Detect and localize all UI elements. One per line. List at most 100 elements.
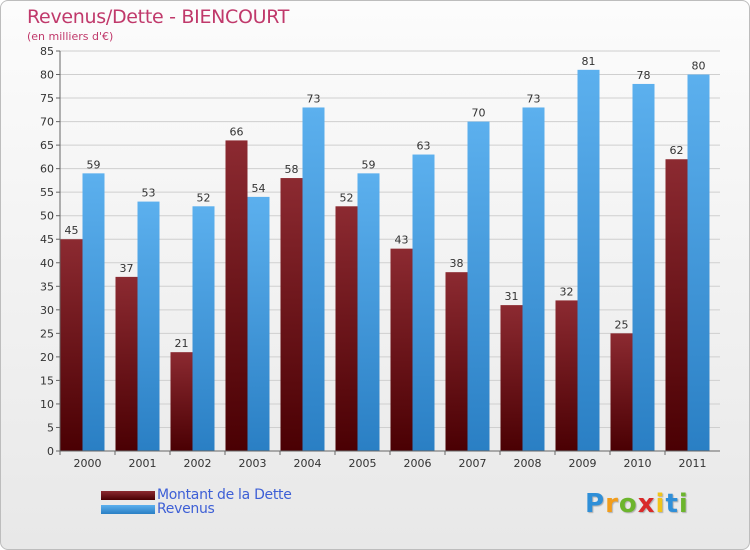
data-label: 21 xyxy=(175,337,189,350)
data-label: 52 xyxy=(340,191,354,204)
bar-dette xyxy=(445,272,468,451)
logo-letter: o xyxy=(618,489,638,519)
chart-subtitle: (en milliers d'€) xyxy=(27,30,114,43)
data-label: 73 xyxy=(527,92,541,105)
legend-swatch-dette xyxy=(101,490,155,500)
chart-title: Revenus/Dette - BIENCOURT xyxy=(27,6,290,28)
bar-revenus xyxy=(412,154,435,451)
logo-letter: i xyxy=(655,489,666,519)
y-tick-label: 40 xyxy=(40,257,54,270)
y-tick-label: 15 xyxy=(40,374,54,387)
x-tick-label: 2006 xyxy=(404,457,432,470)
data-label: 59 xyxy=(362,158,376,171)
data-label: 31 xyxy=(505,290,519,303)
grid-lines xyxy=(60,50,720,452)
y-tick-label: 75 xyxy=(40,92,54,105)
data-label: 73 xyxy=(307,92,321,105)
legend-item-dette: Montant de la Dette xyxy=(101,487,292,503)
data-labels: 45 59 37 53 21 52 66 54 58 73 52 59 43 63 38 70 31 73 32 81… xyxy=(65,55,706,350)
bar-revenus xyxy=(632,83,655,452)
data-label: 52 xyxy=(197,191,211,204)
x-tick-label: 2009 xyxy=(569,457,597,470)
data-label: 25 xyxy=(615,318,629,331)
y-tick-label: 20 xyxy=(40,351,54,364)
legend-label-dette: Montant de la Dette xyxy=(157,487,292,503)
y-tick-label: 50 xyxy=(40,210,54,223)
bar-revenus xyxy=(687,74,710,451)
data-label: 53 xyxy=(142,187,156,200)
bar-revenus xyxy=(82,173,105,451)
y-tick-label: 30 xyxy=(40,304,54,317)
bar-dette xyxy=(555,300,578,451)
x-tick-label: 2008 xyxy=(514,457,542,470)
x-tick-label: 2011 xyxy=(679,457,707,470)
bar-revenus xyxy=(522,107,545,452)
data-label: 38 xyxy=(450,257,464,270)
bar-revenus xyxy=(192,206,215,451)
bar-revenus xyxy=(302,107,325,452)
x-axis-ticks: 2000 2001 2002 2003 2004 2005 2006 2007 2008 2009… xyxy=(59,451,707,470)
x-tick-label: 2000 xyxy=(74,457,102,470)
data-label: 70 xyxy=(472,107,486,120)
x-tick-label: 2010 xyxy=(624,457,652,470)
bar-dette xyxy=(60,239,83,451)
data-label: 58 xyxy=(285,163,299,176)
data-label: 66 xyxy=(230,125,244,138)
y-tick-label: 5 xyxy=(47,421,54,434)
logo-letter: P xyxy=(585,489,606,519)
y-tick-label: 70 xyxy=(40,116,54,129)
x-tick-label: 2003 xyxy=(239,457,267,470)
y-tick-label: 25 xyxy=(40,327,54,340)
bar-dette xyxy=(500,305,523,451)
y-tick-label: 65 xyxy=(40,139,54,152)
data-label: 63 xyxy=(417,140,431,153)
data-label: 43 xyxy=(395,234,409,247)
x-tick-label: 2002 xyxy=(184,457,212,470)
y-tick-label: 0 xyxy=(47,445,54,458)
bar-revenus xyxy=(137,201,160,451)
data-label: 78 xyxy=(637,69,651,82)
y-tick-label: 55 xyxy=(40,186,54,199)
x-tick-label: 2001 xyxy=(129,457,157,470)
logo-letter: t xyxy=(665,489,679,519)
data-label: 54 xyxy=(252,182,266,195)
proxiti-logo: Proxiti xyxy=(585,489,689,519)
logo-letter: i xyxy=(678,489,689,519)
y-tick-label: 45 xyxy=(40,233,54,246)
data-label: 81 xyxy=(582,55,596,68)
y-tick-label: 85 xyxy=(40,45,54,58)
data-label: 62 xyxy=(670,144,684,157)
legend-item-revenus: Revenus xyxy=(101,501,215,517)
bar-revenus xyxy=(357,173,380,451)
logo-letter: x xyxy=(637,489,656,519)
bar-dette xyxy=(610,333,633,451)
y-tick-label: 10 xyxy=(40,398,54,411)
bar-revenus xyxy=(467,121,490,452)
bar-dette xyxy=(115,276,138,451)
data-label: 45 xyxy=(65,224,79,237)
x-tick-label: 2004 xyxy=(294,457,322,470)
x-tick-label: 2007 xyxy=(459,457,487,470)
bar-dette xyxy=(170,352,193,451)
bar-dette xyxy=(225,140,248,452)
bar-dette xyxy=(280,178,303,451)
data-label: 37 xyxy=(120,262,134,275)
legend-swatch-revenus xyxy=(101,504,155,514)
axes xyxy=(59,51,720,452)
data-label: 59 xyxy=(87,158,101,171)
bar-dette xyxy=(390,248,413,451)
y-tick-label: 35 xyxy=(40,280,54,293)
bar-dette xyxy=(665,159,688,451)
legend-label-revenus: Revenus xyxy=(157,501,215,517)
y-tick-label: 80 xyxy=(40,69,54,82)
logo-letter: r xyxy=(605,489,619,519)
x-tick-label: 2005 xyxy=(349,457,377,470)
bar-revenus xyxy=(577,69,600,451)
bar-revenus xyxy=(247,196,270,451)
data-label: 80 xyxy=(692,60,706,73)
bars xyxy=(60,69,710,452)
bar-dette xyxy=(335,206,358,451)
data-label: 32 xyxy=(560,285,574,298)
